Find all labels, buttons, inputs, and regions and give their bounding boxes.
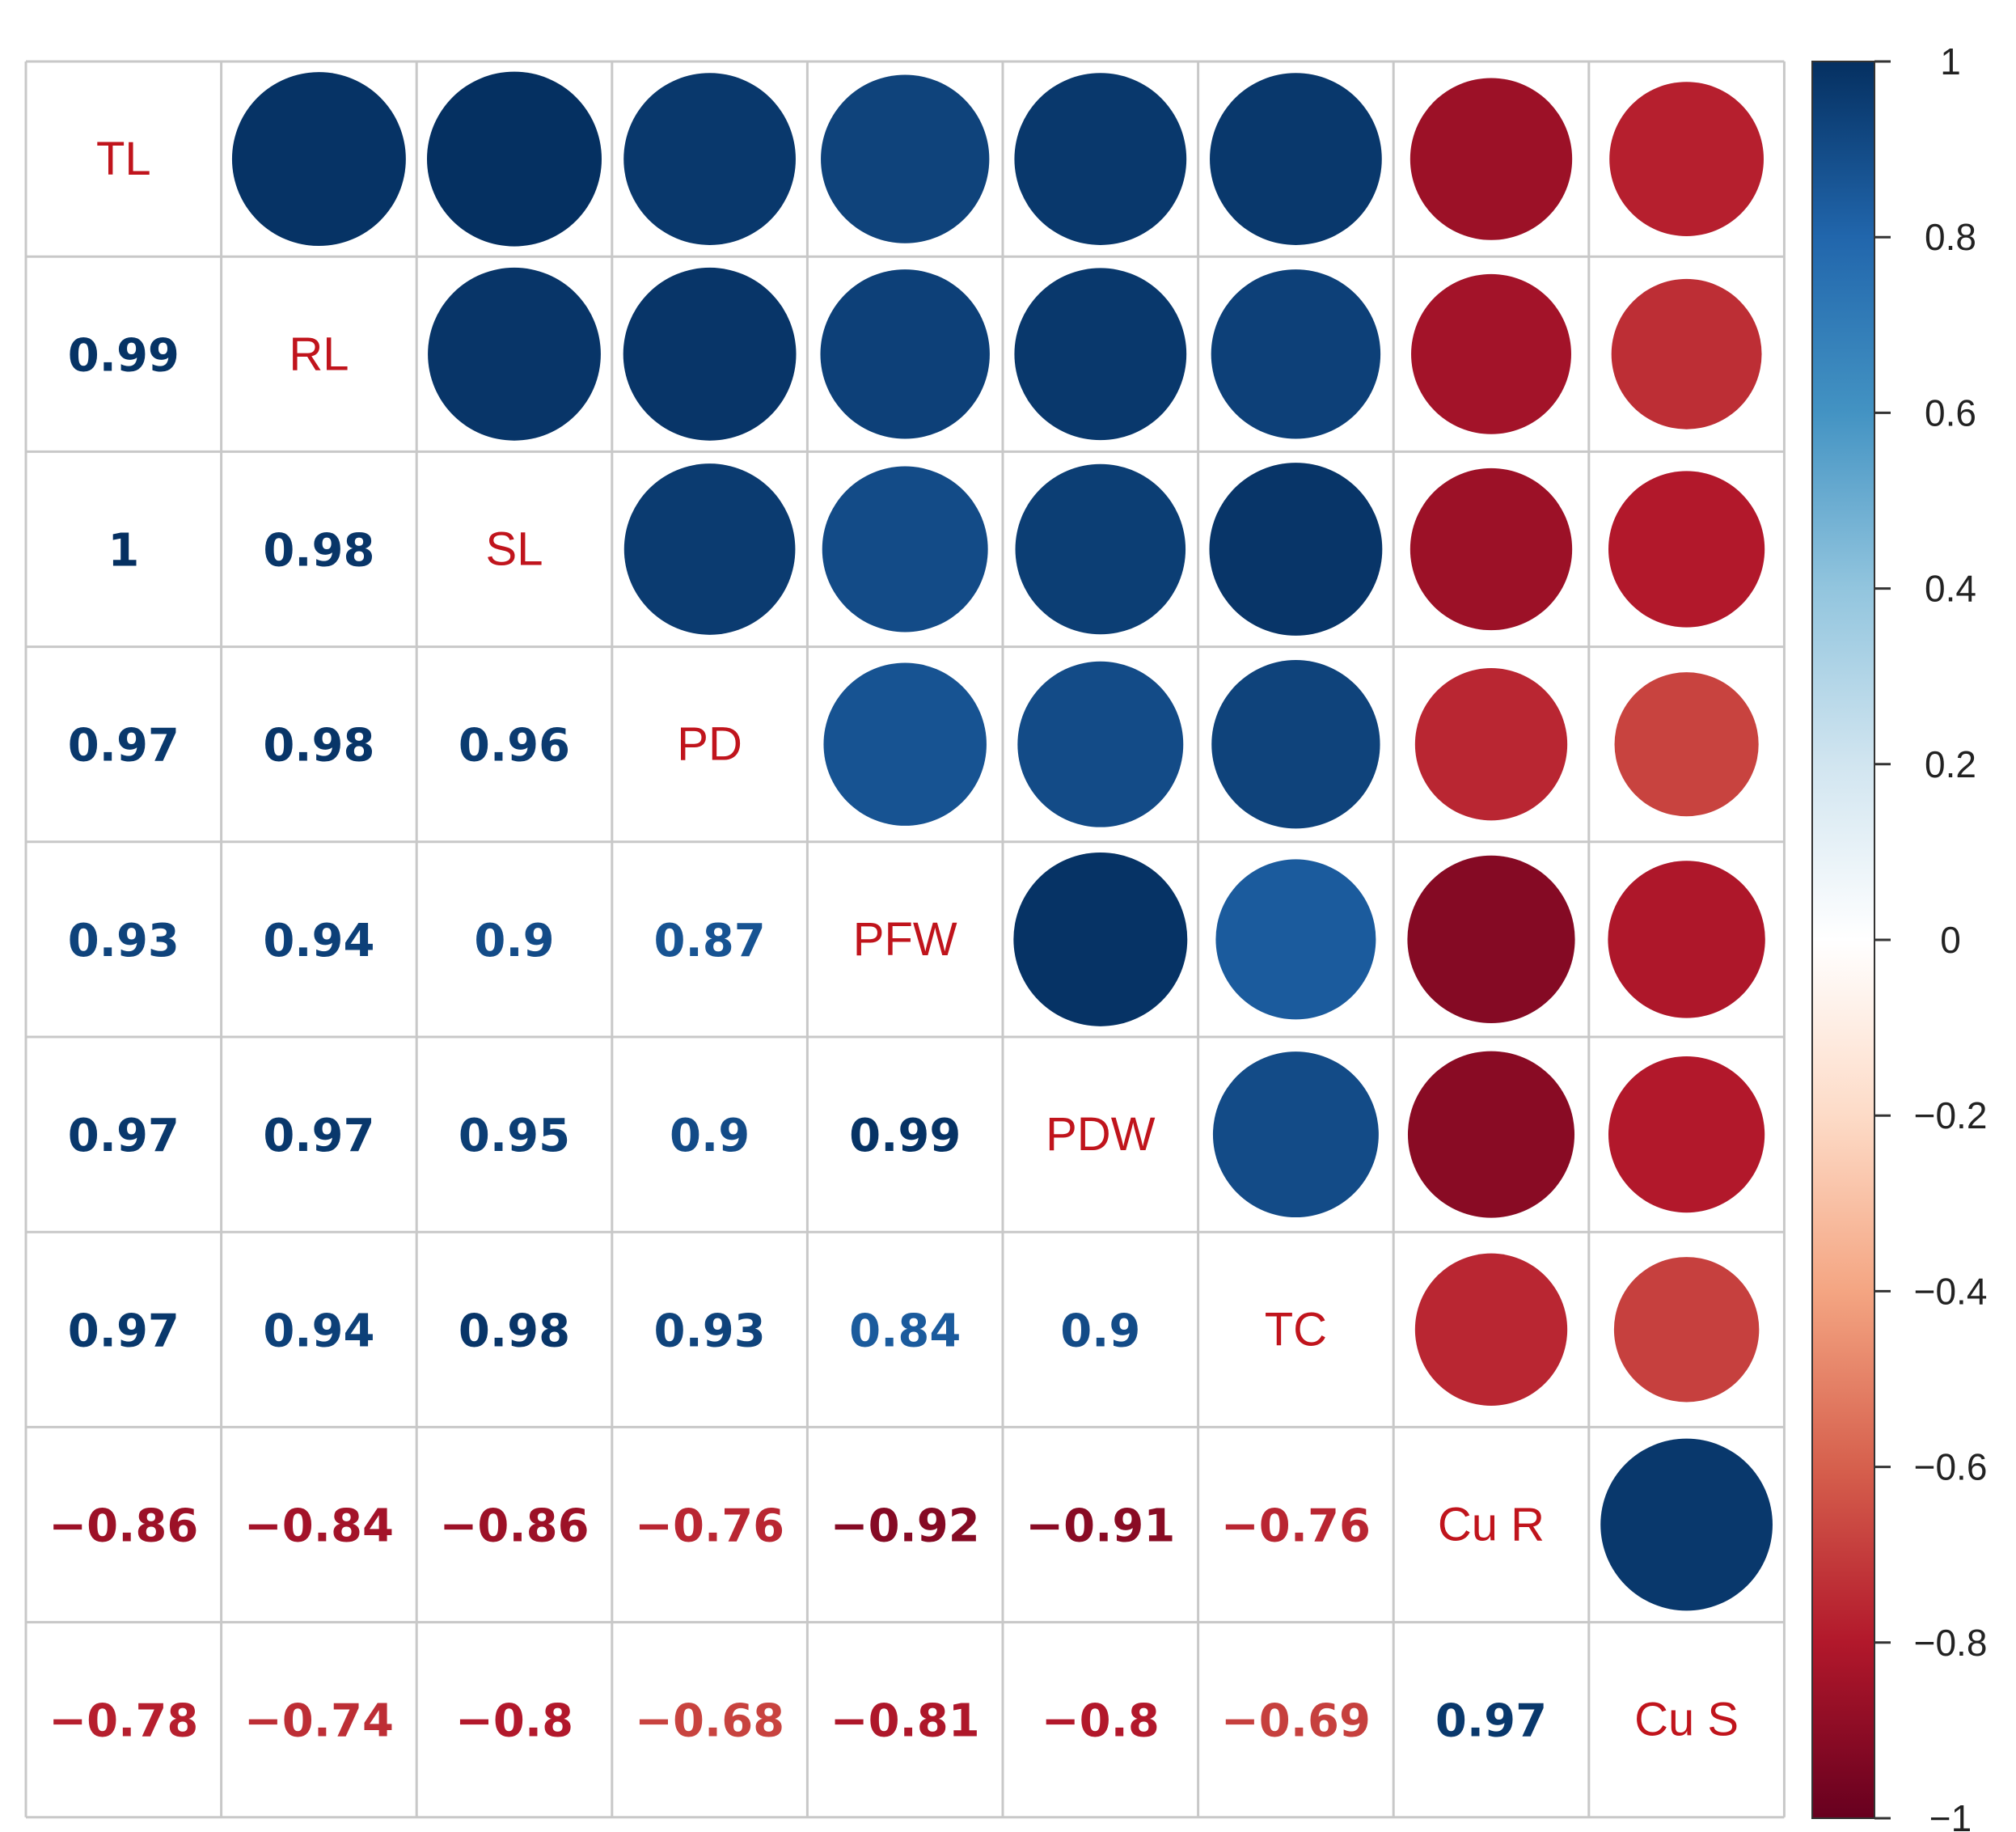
correlation-circle-tl-pdw: [1014, 73, 1187, 245]
correlation-value-tc-sl: 0.98: [459, 1305, 570, 1357]
colorbar-tick-label: −0.4: [1914, 1270, 1988, 1312]
diagonal-label-pd: PD: [677, 718, 742, 771]
correlation-circle-pd-cu-s: [1614, 672, 1759, 817]
correlation-circle-rl-cu-s: [1611, 278, 1762, 429]
colorbar-rect: [1811, 61, 1875, 1819]
correlation-value-pfw-rl: 0.94: [263, 915, 374, 967]
diagonal-label-tc: TC: [1265, 1303, 1327, 1356]
diagonal-label-rl: RL: [289, 328, 349, 380]
correlation-value-sl-rl: 0.98: [263, 525, 374, 578]
diagonal-label-cu-r: Cu R: [1438, 1499, 1545, 1551]
correlation-value-pfw-sl: 0.9: [474, 915, 554, 967]
correlation-value-cu-s-tl: −0.78: [49, 1695, 198, 1748]
correlation-circle-tl-pd: [623, 73, 796, 245]
colorbar: 1 0.8 0.6 0.4 0.2 0 −0.2 −0.4 −0.6 −0.8 −1: [1811, 40, 1988, 1832]
correlation-circle-rl-tc: [1211, 269, 1381, 439]
correlation-circle-sl-pd: [623, 463, 796, 635]
colorbar-tick-label: −0.6: [1914, 1446, 1988, 1488]
correlation-circle-sl-cu-s: [1608, 471, 1765, 628]
correlation-value-pdw-pd: 0.9: [670, 1110, 750, 1162]
correlation-circle-pd-pdw: [1017, 661, 1184, 827]
correlation-circle-sl-tc: [1209, 463, 1383, 636]
correlation-circle-sl-pdw: [1015, 463, 1186, 635]
correlation-value-pdw-pfw: 0.99: [849, 1110, 961, 1162]
correlation-circle-rl-sl: [428, 267, 601, 441]
correlation-value-pdw-sl: 0.95: [459, 1110, 570, 1162]
correlation-circle-pd-cu-r: [1414, 668, 1568, 821]
correlation-circle-pfw-tc: [1215, 859, 1376, 1020]
correlation-value-cu-r-sl: −0.86: [439, 1500, 589, 1553]
colorbar-tick-label: −0.2: [1914, 1094, 1988, 1136]
correlation-circle-tl-cu-r: [1410, 78, 1573, 240]
correlation-value-rl-tl: 0.99: [68, 329, 180, 382]
correlation-circle-tl-rl: [231, 72, 406, 247]
correlation-circle-tl-pfw: [821, 74, 990, 243]
correlation-value-cu-s-cu-r: 0.97: [1435, 1695, 1547, 1748]
correlation-circle-rl-pd: [623, 267, 797, 441]
correlation-value-pdw-tl: 0.97: [68, 1110, 180, 1162]
correlation-circle-pfw-cu-s: [1608, 861, 1765, 1018]
diagonal-label-cu-s: Cu S: [1634, 1694, 1739, 1746]
correlation-value-pdw-rl: 0.97: [263, 1110, 374, 1162]
correlation-value-pd-rl: 0.98: [263, 720, 374, 772]
correlation-value-tc-rl: 0.94: [263, 1305, 374, 1357]
correlation-circle-sl-pfw: [822, 466, 988, 633]
correlation-circle-tc-cu-s: [1613, 1257, 1760, 1403]
correlation-value-tc-tl: 0.97: [68, 1305, 180, 1357]
correlation-value-pfw-pd: 0.87: [654, 915, 766, 967]
correlation-value-cu-r-pdw: −0.91: [1025, 1500, 1175, 1553]
colorbar-tick-label: 0: [1940, 919, 1961, 961]
correlation-value-pfw-tl: 0.93: [68, 915, 180, 967]
grid: [24, 60, 1786, 1819]
correlation-value-cu-r-pd: −0.76: [635, 1500, 784, 1553]
diagonal-label-pdw: PDW: [1046, 1108, 1156, 1161]
correlation-value-pd-sl: 0.96: [459, 720, 570, 772]
correlation-circle-cu-r-cu-s: [1600, 1438, 1773, 1611]
correlation-circle-rl-pfw: [820, 269, 990, 439]
correlation-circle-pd-pfw: [823, 662, 987, 826]
diagonal-label-pfw: PFW: [853, 913, 957, 966]
correlation-value-cu-s-rl: −0.74: [244, 1695, 394, 1748]
colorbar-tick-label: −1: [1929, 1797, 1972, 1832]
correlation-circle-rl-pdw: [1014, 268, 1187, 441]
correlation-value-tc-pdw: 0.9: [1060, 1305, 1140, 1357]
correlation-marks: TL 0.99 RL 1 0.98 SL 0.97 0.98 0.96 PD 0.93 0.94 0.9…: [49, 71, 1773, 1748]
correlation-value-cu-r-pfw: −0.92: [830, 1500, 980, 1553]
correlation-circle-pd-tc: [1211, 660, 1380, 829]
correlation-circle-pdw-cu-s: [1608, 1056, 1765, 1213]
correlation-value-pd-tl: 0.97: [68, 720, 180, 772]
correlation-value-cu-r-tl: −0.86: [49, 1500, 198, 1553]
correlation-circle-tl-tc: [1210, 73, 1382, 245]
correlation-value-tc-pfw: 0.84: [849, 1305, 961, 1357]
correlation-value-cu-s-pd: −0.68: [635, 1695, 784, 1748]
colorbar-tick-label: −0.8: [1914, 1622, 1988, 1664]
correlation-circle-pfw-pdw: [1013, 852, 1188, 1026]
correlation-value-sl-tl: 1: [108, 525, 139, 578]
colorbar-tick-label: 0.6: [1925, 391, 1976, 434]
correlation-circle-tc-cu-r: [1414, 1253, 1568, 1406]
correlation-value-cu-r-rl: −0.84: [244, 1500, 394, 1553]
correlation-circle-rl-cu-r: [1411, 273, 1571, 434]
correlation-value-cu-r-tc: −0.76: [1221, 1500, 1371, 1553]
correlation-circle-tl-sl: [427, 71, 602, 247]
correlation-circle-tl-cu-s: [1609, 82, 1764, 236]
correlation-value-tc-pd: 0.93: [654, 1305, 766, 1357]
correlation-value-cu-s-pfw: −0.81: [830, 1695, 980, 1748]
colorbar-tick-label: 0.8: [1925, 216, 1976, 258]
correlation-circle-pdw-cu-r: [1407, 1051, 1575, 1218]
correlation-circle-pdw-tc: [1212, 1051, 1379, 1218]
correlation-circle-sl-cu-r: [1410, 468, 1573, 631]
diagonal-label-sl: SL: [486, 523, 543, 576]
diagonal-label-tl: TL: [96, 133, 151, 185]
correlation-value-cu-s-tc: −0.69: [1221, 1695, 1371, 1748]
correlation-value-cu-s-sl: −0.8: [455, 1695, 573, 1748]
colorbar-tick-label: 0.4: [1925, 568, 1976, 610]
correlation-circle-pfw-cu-r: [1407, 855, 1575, 1023]
colorbar-tick-label: 0.2: [1925, 743, 1976, 785]
correlation-value-cu-s-pdw: −0.8: [1042, 1695, 1160, 1748]
colorbar-tick-label: 1: [1940, 40, 1961, 83]
